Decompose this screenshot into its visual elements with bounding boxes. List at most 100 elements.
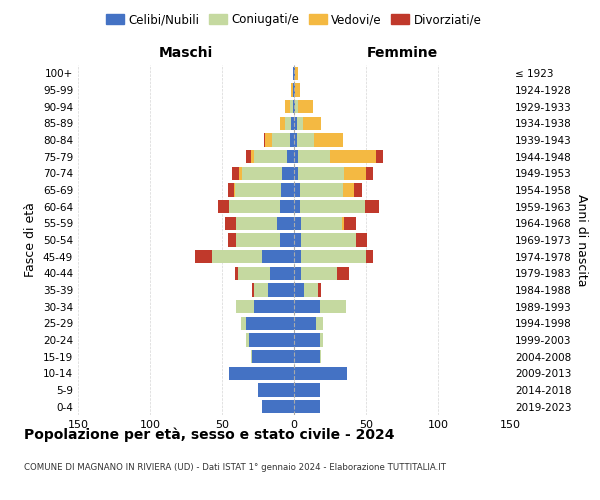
Bar [301,266,337,280]
Bar [277,216,294,230]
Bar [265,134,272,146]
Y-axis label: Anni di nascita: Anni di nascita [575,194,588,286]
Bar [294,266,301,280]
Bar [301,216,341,230]
Bar [280,200,294,213]
Bar [283,166,294,180]
Text: Popolazione per età, sesso e stato civile - 2024: Popolazione per età, sesso e stato civil… [24,428,395,442]
Bar [254,284,268,296]
Bar [280,234,294,246]
Bar [268,284,294,296]
Bar [297,116,302,130]
Text: COMUNE DI MAGNANO IN RIVIERA (UD) - Dati ISTAT 1° gennaio 2024 - Elaborazione TU: COMUNE DI MAGNANO IN RIVIERA (UD) - Dati… [24,464,446,472]
Bar [241,316,247,330]
Bar [293,84,294,96]
Bar [286,100,290,114]
Bar [287,150,294,164]
Bar [341,216,344,230]
Bar [272,134,290,146]
Bar [294,284,304,296]
Bar [365,200,379,213]
Bar [294,116,297,130]
Text: Maschi: Maschi [159,46,213,60]
Bar [252,284,254,296]
Bar [294,300,320,314]
Bar [236,216,277,230]
Bar [295,84,300,96]
Legend: Celibi/Nubili, Coniugati/e, Vedovi/e, Divorziati/e: Celibi/Nubili, Coniugati/e, Vedovi/e, Di… [101,8,487,31]
Bar [290,134,294,146]
Bar [225,216,236,230]
Bar [314,134,343,146]
Bar [247,150,251,164]
Bar [262,400,294,413]
Bar [294,134,297,146]
Bar [290,100,293,114]
Bar [229,200,280,213]
Bar [330,150,376,164]
Bar [262,250,294,264]
Bar [294,200,300,213]
Bar [293,66,294,80]
Bar [366,166,373,180]
Bar [316,316,323,330]
Bar [294,66,295,80]
Bar [376,150,383,164]
Bar [247,316,294,330]
Bar [212,250,262,264]
Bar [291,116,294,130]
Bar [344,166,366,180]
Bar [239,166,242,180]
Bar [194,250,212,264]
Bar [295,100,298,114]
Bar [320,334,323,346]
Bar [294,400,320,413]
Bar [251,350,252,364]
Bar [319,284,322,296]
Bar [295,66,298,80]
Bar [235,184,281,196]
Bar [302,116,322,130]
Bar [293,100,294,114]
Bar [291,84,293,96]
Bar [236,234,280,246]
Bar [233,184,235,196]
Bar [320,350,322,364]
Bar [294,150,298,164]
Bar [294,384,320,396]
Bar [343,184,355,196]
Bar [300,200,365,213]
Bar [304,284,319,296]
Bar [298,100,313,114]
Bar [337,266,349,280]
Bar [251,150,254,164]
Bar [252,350,294,364]
Bar [269,266,294,280]
Bar [300,184,343,196]
Bar [298,150,330,164]
Bar [242,166,283,180]
Bar [250,334,294,346]
Bar [344,216,356,230]
Bar [258,384,294,396]
Bar [235,266,238,280]
Bar [297,134,314,146]
Bar [301,234,356,246]
Bar [294,366,347,380]
Bar [229,366,294,380]
Bar [232,166,239,180]
Bar [294,166,298,180]
Bar [366,250,373,264]
Bar [294,100,295,114]
Bar [294,184,300,196]
Bar [294,334,320,346]
Bar [294,316,316,330]
Bar [294,250,301,264]
Bar [218,200,229,213]
Bar [247,334,250,346]
Bar [294,234,301,246]
Bar [228,234,236,246]
Text: Femmine: Femmine [367,46,437,60]
Bar [294,216,301,230]
Y-axis label: Fasce di età: Fasce di età [25,202,37,278]
